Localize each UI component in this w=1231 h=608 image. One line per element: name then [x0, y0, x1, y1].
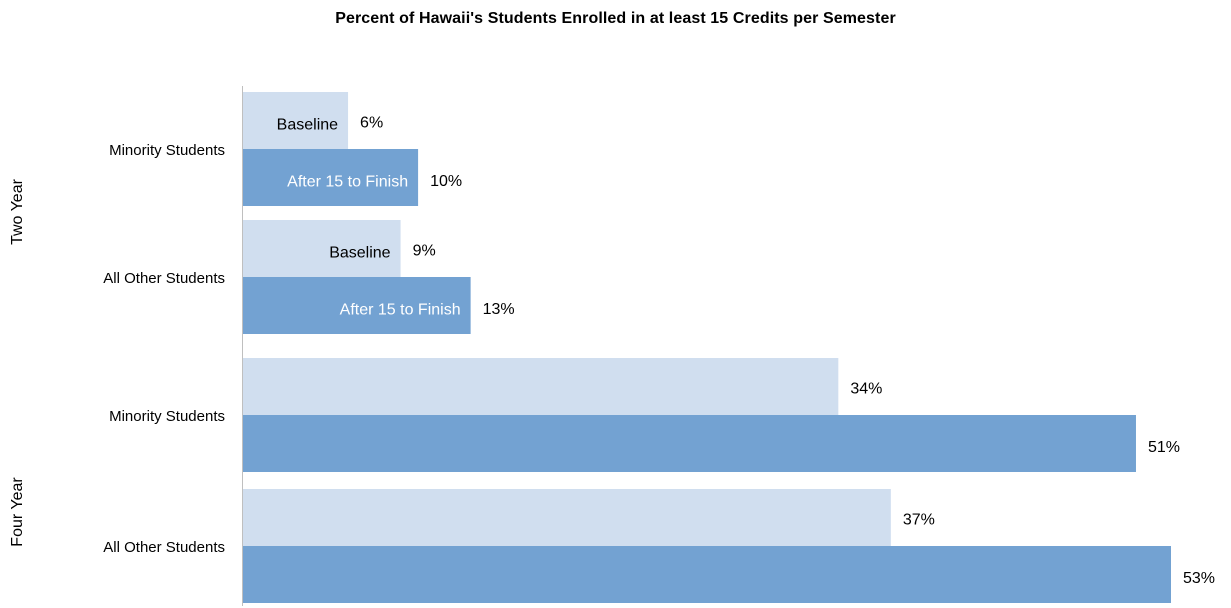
group-label: Two Year — [9, 178, 26, 245]
bar-baseline — [243, 489, 891, 546]
bar-after — [243, 277, 471, 334]
category-label: All Other Students — [103, 539, 225, 556]
data-label: 51% — [1148, 439, 1180, 456]
bar-after — [243, 149, 419, 206]
data-label: 53% — [1183, 570, 1215, 587]
category-label: Minority Students — [109, 408, 225, 425]
data-label: 9% — [413, 243, 436, 260]
bar-inner-label: After 15 to Finish — [287, 173, 408, 190]
data-label: 34% — [850, 381, 882, 398]
bar-after — [243, 415, 1136, 472]
data-label: 10% — [430, 173, 462, 190]
bar-baseline — [243, 358, 839, 415]
data-label: 6% — [360, 115, 383, 132]
bar-baseline — [243, 92, 349, 149]
bar-inner-label: After 15 to Finish — [340, 301, 461, 318]
bar-baseline — [243, 220, 401, 277]
chart-title: Percent of Hawaii's Students Enrolled in… — [335, 10, 896, 27]
bar-after — [243, 546, 1171, 603]
data-label: 13% — [483, 301, 515, 318]
category-label: Minority Students — [109, 142, 225, 159]
group-label: Four Year — [9, 477, 26, 547]
data-label: 37% — [903, 512, 935, 529]
category-label: All Other Students — [103, 270, 225, 287]
bar-inner-label: Baseline — [329, 244, 390, 261]
bar-inner-label: Baseline — [277, 116, 338, 133]
